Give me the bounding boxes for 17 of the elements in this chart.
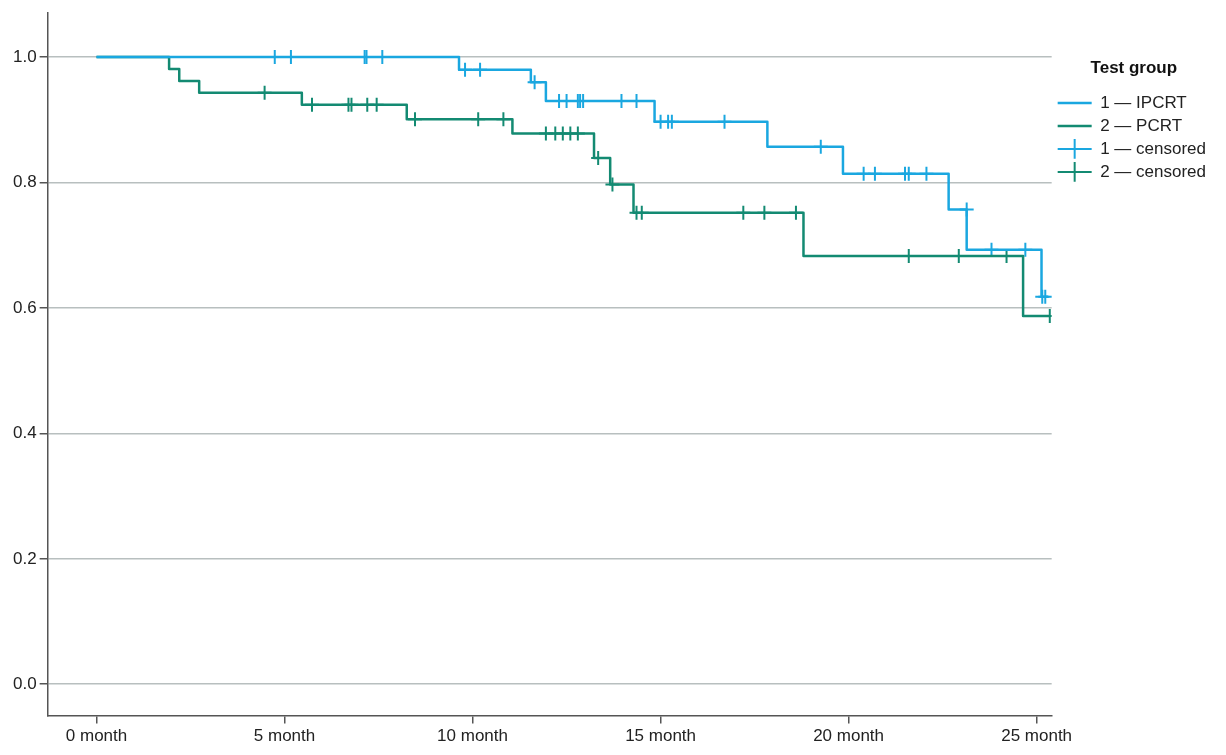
x-tick-label: 20 month bbox=[813, 726, 885, 746]
legend-label: 2 — censored bbox=[1100, 161, 1207, 181]
y-tick-label: 0.2 bbox=[12, 548, 37, 568]
y-tick-label: 0.6 bbox=[12, 297, 37, 317]
legend-title: Test group bbox=[1090, 58, 1178, 78]
x-tick-label: 0 month bbox=[65, 726, 128, 746]
legend-label: 1 — IPCRT bbox=[1100, 92, 1187, 112]
y-tick-label: 0.4 bbox=[12, 423, 37, 443]
y-tick-label: 0.8 bbox=[12, 172, 37, 192]
x-tick-label: 10 month bbox=[437, 726, 509, 746]
y-tick-label: 0.0 bbox=[12, 673, 37, 693]
x-tick-label: 5 month bbox=[253, 726, 316, 746]
legend-label: 1 — censored bbox=[1100, 138, 1207, 158]
x-tick-label: 25 month bbox=[1001, 726, 1073, 746]
x-tick-label: 15 month bbox=[625, 726, 697, 746]
legend-label: 2 — PCRT bbox=[1100, 115, 1183, 135]
y-tick-label: 1.0 bbox=[12, 46, 37, 66]
